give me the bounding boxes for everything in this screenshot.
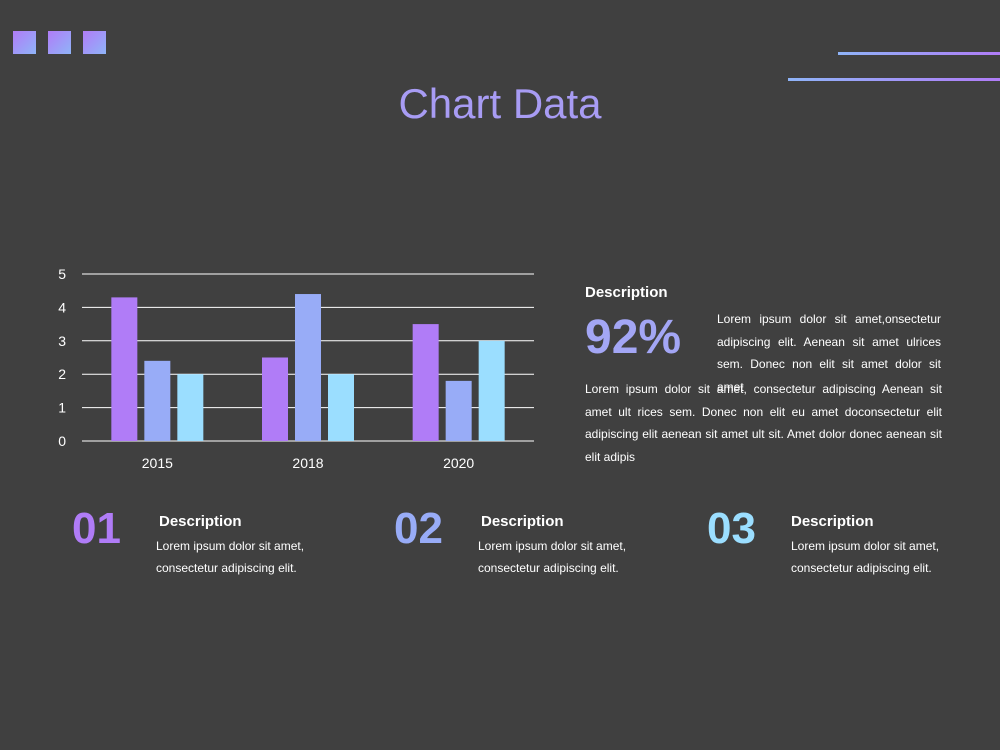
x-tick-label: 2015: [142, 455, 173, 471]
item-text-line2: consectetur adipiscing elit.: [478, 561, 619, 575]
decor-square-1: [13, 31, 36, 54]
bar: [478, 340, 505, 441]
page-title: Chart Data: [398, 80, 602, 127]
item-number: 01: [72, 504, 121, 553]
item-heading: Description: [481, 513, 564, 530]
item-heading: Description: [791, 513, 874, 530]
y-tick-label: 0: [58, 433, 66, 449]
y-tick-label: 5: [58, 266, 66, 282]
item-number: 03: [707, 504, 756, 553]
x-tick-label: 2018: [292, 455, 323, 471]
item-text: Lorem ipsum dolor sit amet, consectetur …: [478, 535, 678, 579]
decor-square-2: [48, 31, 71, 54]
item-text: Lorem ipsum dolor sit amet, consectetur …: [791, 535, 991, 579]
bar-chart: 0 1 2 3 4 5 2015 2018 2020: [58, 266, 534, 471]
y-tick-label: 3: [58, 333, 66, 349]
bar: [144, 360, 171, 441]
item-text-line1: Lorem ipsum dolor sit amet,: [156, 539, 305, 553]
bar: [412, 324, 439, 441]
y-tick-label: 4: [58, 299, 66, 315]
bar: [111, 297, 138, 441]
item-text-line1: Lorem ipsum dolor sit amet,: [478, 539, 627, 553]
summary-percent: 92%: [585, 311, 682, 364]
bar: [262, 357, 288, 441]
item-text: Lorem ipsum dolor sit amet, consectetur …: [156, 535, 356, 579]
y-tick-label: 1: [58, 400, 66, 416]
bar: [445, 380, 472, 441]
x-tick-label: 2020: [443, 455, 474, 471]
summary-heading: Description: [585, 284, 668, 301]
decor-line-top: [838, 52, 1000, 55]
item-text-line1: Lorem ipsum dolor sit amet,: [791, 539, 940, 553]
summary-side-text: Lorem ipsum dolor sit amet,onsectetur ad…: [717, 312, 941, 394]
item-text-line2: consectetur adipiscing elit.: [791, 561, 932, 575]
bar: [328, 374, 354, 441]
bar: [177, 374, 204, 441]
decor-square-3: [83, 31, 106, 54]
item-number: 02: [394, 504, 443, 553]
bar: [295, 294, 321, 441]
decor-line-bottom: [788, 78, 1000, 81]
y-tick-label: 2: [58, 366, 66, 382]
item-heading: Description: [159, 513, 242, 530]
summary-paragraph: Lorem ipsum dolor sit amet, consectetur …: [585, 382, 942, 464]
item-text-line2: consectetur adipiscing elit.: [156, 561, 297, 575]
